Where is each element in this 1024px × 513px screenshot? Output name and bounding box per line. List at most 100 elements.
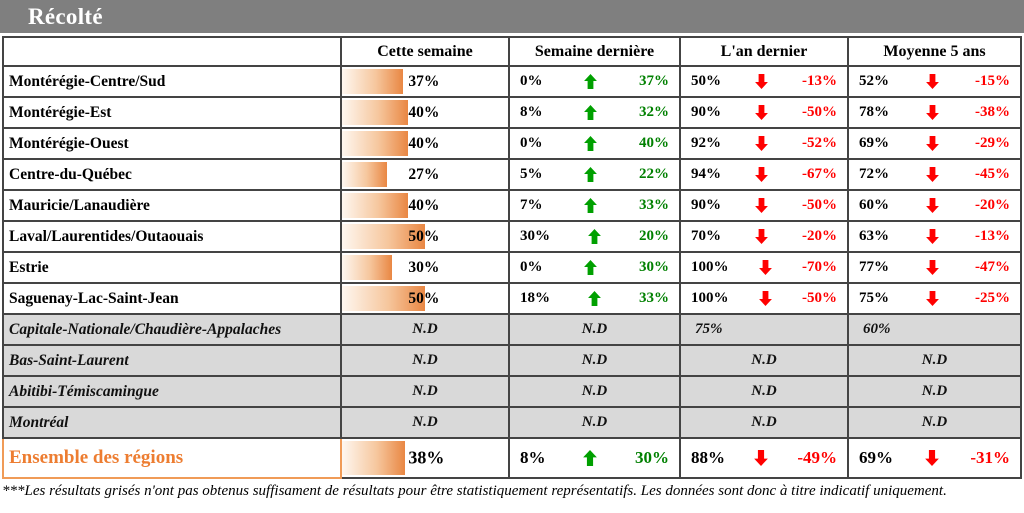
last-week-cell: 0% 30% [508, 251, 681, 284]
increase-arrow-icon [584, 74, 598, 89]
last-year-change: -70% [802, 259, 837, 275]
last-year-cell: 50% -13% [679, 65, 849, 98]
last-year-change: -49% [797, 448, 837, 467]
data-bar [343, 255, 392, 280]
last-year-value: 50% [691, 73, 721, 89]
last-year-cell: 100% -70% [679, 251, 849, 284]
data-bar [343, 224, 425, 249]
region-name: Centre-du-Québec [2, 158, 342, 191]
last-year-cell: 75% [679, 313, 849, 346]
this-week-cell: 40% [340, 96, 510, 129]
increase-arrow-icon [583, 450, 598, 466]
avg5-change: -13% [975, 228, 1010, 244]
this-week-cell: N.D [340, 375, 510, 408]
header-row: Cette semaine Semaine dernière L'an dern… [2, 36, 1022, 67]
avg5-value: 52% [859, 73, 889, 89]
increase-arrow-icon [584, 167, 598, 182]
increase-arrow-icon [584, 105, 598, 120]
last-week-cell: 30% 20% [508, 220, 681, 253]
decrease-arrow-icon [755, 105, 768, 120]
decrease-arrow-icon [925, 198, 939, 213]
last-week-change: 22% [639, 166, 669, 182]
table-row: Centre-du-Québec 27% 5% 22% 94% -67% 72% -4… [2, 158, 1022, 191]
data-bar [343, 131, 409, 156]
region-name: Montérégie-Ouest [2, 127, 342, 160]
last-week-change: 33% [639, 290, 669, 306]
increase-arrow-icon [588, 291, 601, 306]
this-week-value: 30% [408, 258, 440, 276]
avg5-value: 63% [859, 228, 889, 244]
this-week-cell: 38% [340, 437, 510, 479]
data-bar [343, 100, 409, 125]
this-week-cell: N.D [340, 406, 510, 439]
total-row-label: Ensemble des régions [2, 437, 342, 479]
region-name: Saguenay-Lac-Saint-Jean [2, 282, 342, 315]
page-title: Récolté [28, 3, 103, 29]
table-row: Estrie 30% 0% 30% 100% -70% 77% -47% [2, 251, 1022, 284]
avg5-cell: 60% [847, 313, 1022, 346]
avg5-value: 77% [859, 259, 889, 275]
last-week-cell: N.D [508, 406, 681, 439]
data-bar [343, 441, 406, 475]
last-year-cell: 94% -67% [679, 158, 849, 191]
table-row: Saguenay-Lac-Saint-Jean 50% 18% 33% 100% -… [2, 282, 1022, 315]
this-week-cell: 30% [340, 251, 510, 284]
last-week-cell: 7% 33% [508, 189, 681, 222]
avg5-value: 69% [859, 448, 893, 467]
last-year-change: -20% [802, 228, 837, 244]
region-name: Montérégie-Centre/Sud [2, 65, 342, 98]
this-week-value: 27% [408, 165, 440, 183]
last-year-cell: 70% -20% [679, 220, 849, 253]
last-week-prev: 0% [520, 259, 543, 275]
last-year-cell: N.D [679, 406, 849, 439]
last-week-cell: 0% 40% [508, 127, 681, 160]
decrease-arrow-icon [925, 74, 939, 89]
last-year-value: 100% [691, 259, 729, 275]
col-header-this-week: Cette semaine [340, 36, 510, 67]
last-year-value: 94% [691, 166, 721, 182]
last-week-change: 32% [639, 104, 669, 120]
last-week-prev: 8% [520, 104, 543, 120]
avg5-change: -45% [975, 166, 1010, 182]
data-bar [343, 162, 387, 187]
last-week-prev: 5% [520, 166, 543, 182]
col-header-avg5: Moyenne 5 ans [847, 36, 1022, 67]
data-bar [343, 193, 409, 218]
last-week-change: 20% [639, 228, 669, 244]
last-week-cell: N.D [508, 344, 681, 377]
region-name: Capitale-Nationale/Chaudière-Appalaches [2, 313, 342, 346]
decrease-arrow-icon [755, 136, 768, 151]
avg5-cell: N.D [847, 375, 1022, 408]
avg5-change: -47% [975, 259, 1010, 275]
total-row: Ensemble des régions 38% 8% 30% 88% -49% 6… [2, 437, 1022, 479]
last-week-change: 37% [639, 73, 669, 89]
last-week-prev: 7% [520, 197, 543, 213]
last-year-cell: 88% -49% [679, 437, 849, 479]
region-name: Montérégie-Est [2, 96, 342, 129]
avg5-cell: 78% -38% [847, 96, 1022, 129]
avg5-change: -20% [975, 197, 1010, 213]
decrease-arrow-icon [755, 198, 768, 213]
col-header-region [2, 36, 342, 67]
last-week-cell: 8% 32% [508, 96, 681, 129]
last-week-prev: 0% [520, 135, 543, 151]
last-year-cell: N.D [679, 375, 849, 408]
this-week-value: 50% [408, 289, 440, 307]
last-week-cell: 0% 37% [508, 65, 681, 98]
table-row: Montérégie-Ouest 40% 0% 40% 92% -52% 69% -2… [2, 127, 1022, 160]
last-week-prev: 30% [520, 228, 550, 244]
this-week-value: 50% [408, 227, 440, 245]
region-name: Abitibi-Témiscamingue [2, 375, 342, 408]
decrease-arrow-icon [925, 291, 939, 306]
avg5-cell: 52% -15% [847, 65, 1022, 98]
table-row-nd: Montréal N.D N.D N.D N.D [2, 406, 1022, 439]
decrease-arrow-icon [755, 229, 768, 244]
title-bar: Récolté [0, 0, 1024, 33]
this-week-cell: N.D [340, 344, 510, 377]
avg5-cell: 72% -45% [847, 158, 1022, 191]
avg5-value: 75% [859, 290, 889, 306]
avg5-cell: 75% -25% [847, 282, 1022, 315]
last-week-cell: N.D [508, 313, 681, 346]
decrease-arrow-icon [924, 450, 939, 466]
avg5-change: -15% [975, 73, 1010, 89]
